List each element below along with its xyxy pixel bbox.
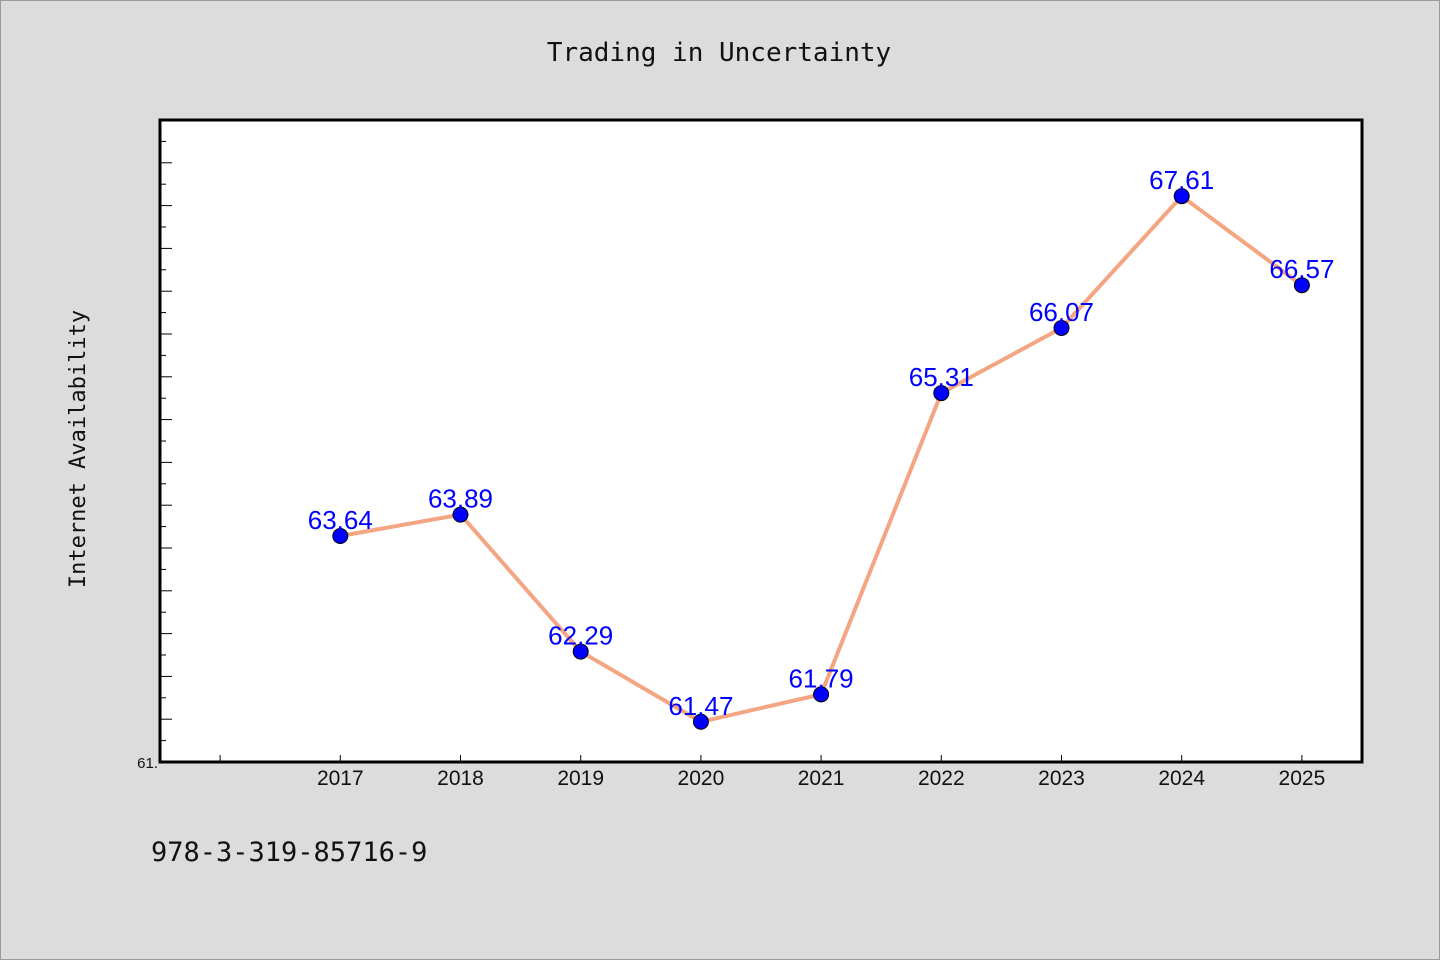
data-label: 65.31 [909,362,974,392]
data-label: 61.79 [789,663,854,693]
data-point [1293,277,1310,294]
data-label: 63.64 [308,505,373,535]
x-tick-label: 2021 [798,767,845,790]
data-point [692,713,709,730]
y-axis-label: Internet Availability [66,310,91,588]
data-point [813,686,830,703]
x-tick-label: 2019 [557,767,604,790]
y-axis-ticks: 61. [137,119,172,772]
x-tick-label: 2017 [317,767,364,790]
x-tick-label: 2020 [678,767,725,790]
data-point [1173,188,1190,205]
data-label: 61.47 [668,691,733,721]
data-label: 66.57 [1269,254,1334,284]
series-group [332,188,1310,730]
chart-title: Trading in Uncertainty [547,38,891,68]
data-point [1053,320,1070,337]
x-tick-label: 2025 [1279,767,1326,790]
data-point [572,643,589,660]
x-tick-label: 2023 [1038,767,1085,790]
data-point [332,528,349,545]
data-label: 62.29 [548,621,613,651]
data-point [933,385,950,402]
data-point [452,506,469,523]
data-label: 66.07 [1029,297,1094,327]
x-axis-ticks: 2017 2018 2019 2020 2021 2022 2023 2024 2025 [219,755,1326,790]
y-tick-label: 61. [137,755,158,772]
plot-area [158,118,1364,764]
data-label: 67.61 [1149,165,1214,195]
x-tick-label: 2018 [437,767,484,790]
data-labels: 63.64 63.89 62.29 61.47 61.79 65.31 66.07 67.61… [308,165,1335,721]
footer-code: 978-3-319-85716-9 [151,837,428,868]
x-tick-label: 2024 [1158,767,1205,790]
data-label: 63.89 [428,484,493,514]
x-tick-label: 2022 [918,767,965,790]
